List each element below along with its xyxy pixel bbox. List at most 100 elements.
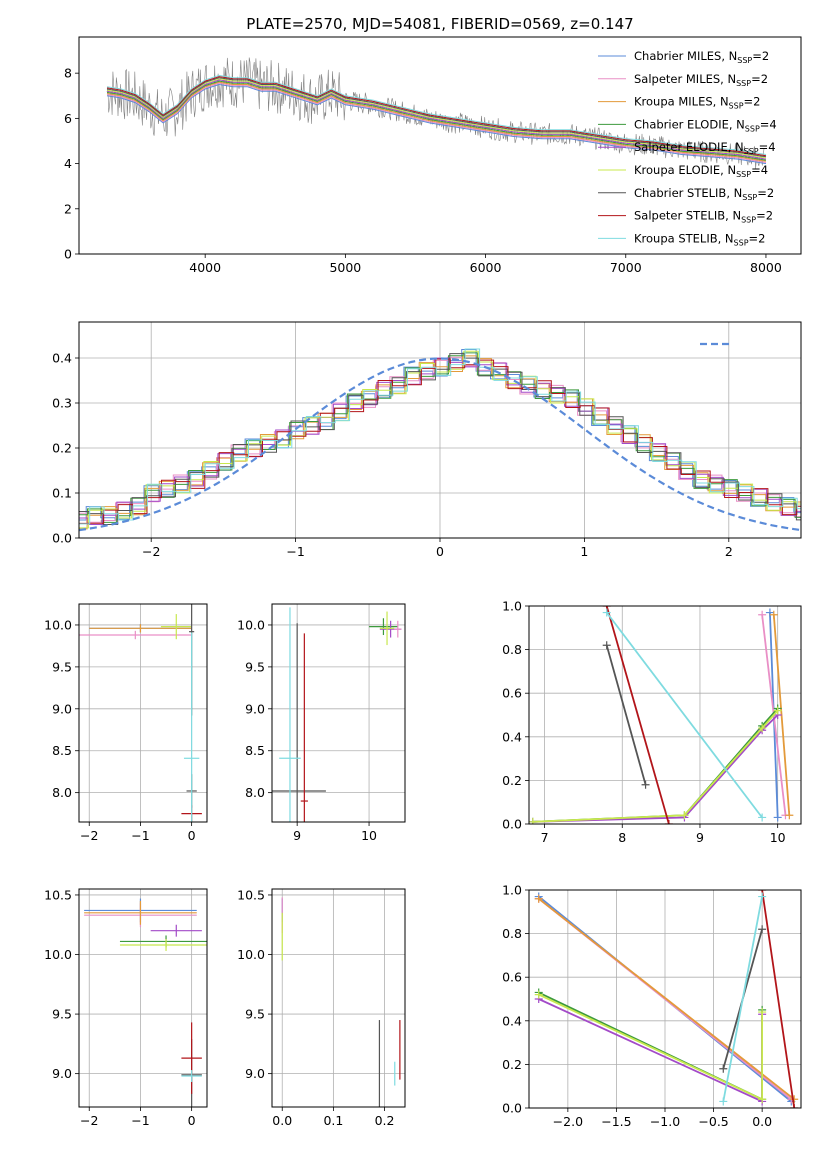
y-tick-label: 10.0 bbox=[237, 617, 265, 632]
mass-weight-line bbox=[532, 714, 779, 823]
x-tick-label: 5000 bbox=[329, 260, 361, 275]
plus-marker bbox=[790, 1104, 799, 1108]
y-tick-label: 1.0 bbox=[502, 599, 522, 614]
x-tick-label: −1 bbox=[131, 828, 149, 843]
histogram-step-line bbox=[79, 352, 801, 523]
x-tick-label: 4000 bbox=[189, 260, 221, 275]
y-tick-label: 9.5 bbox=[52, 1007, 72, 1022]
error-bar-point bbox=[150, 924, 202, 937]
legend-label: Kroupa ELODIE, NSSP=4 bbox=[634, 163, 768, 179]
y-tick-label: 4 bbox=[64, 156, 72, 171]
x-tick-label: −2 bbox=[80, 1113, 98, 1128]
error-bar-point bbox=[119, 939, 207, 951]
mass-weight-line bbox=[761, 890, 796, 1108]
legend-label-subscript: SSP bbox=[736, 170, 751, 179]
x-tick-label: 0 bbox=[188, 828, 196, 843]
error-bar-point bbox=[183, 632, 200, 822]
error-bar-point bbox=[379, 611, 395, 646]
y-tick-label: 6 bbox=[64, 111, 72, 126]
legend-label: Kroupa MILES, NSSP=2 bbox=[634, 95, 760, 111]
axes-frame bbox=[78, 603, 208, 823]
x-tick-label: 10 bbox=[361, 828, 377, 843]
legend-label-subscript: SSP bbox=[729, 102, 744, 111]
x-tick-label: 0.2 bbox=[375, 1113, 395, 1128]
x-tick-label: −2 bbox=[80, 828, 98, 843]
panel-mass-vs-EBV: 0.0 0.1 0.2 9.0 9.5 10.0 10.5 bbox=[237, 887, 406, 1128]
error-bar-point bbox=[181, 1022, 202, 1094]
panel-spectrum: 4000 5000 6000 7000 8000 0 2 4 6 8 Chabrier MILES,… bbox=[64, 36, 802, 275]
histogram-step-line bbox=[79, 349, 801, 521]
panel-massweight-vs-age: 7 8 9 10 0.0 0.2 0.4 0.6 0.8 1.0 bbox=[502, 599, 802, 845]
y-tick-label: 0.0 bbox=[502, 817, 522, 832]
error-bar-point bbox=[300, 633, 308, 822]
y-tick-label: 8.5 bbox=[52, 743, 72, 758]
legend-label-text: Salpeter MILES, N bbox=[634, 72, 736, 86]
plot-area bbox=[281, 897, 401, 1107]
error-bar-point bbox=[160, 614, 192, 640]
plus-marker bbox=[719, 1097, 728, 1106]
y-tick-label: 0 bbox=[64, 247, 72, 262]
axes-frame bbox=[78, 888, 208, 1108]
x-tick-label: 1 bbox=[580, 544, 588, 559]
legend-label-text: Chabrier STELIB, N bbox=[634, 186, 742, 200]
legend-label-text: Salpeter ELODIE, N bbox=[634, 140, 744, 154]
legend-label-subscript: SSP bbox=[734, 238, 749, 247]
legend-label-subscript: SSP bbox=[741, 216, 756, 225]
y-tick-label: 0.3 bbox=[52, 396, 72, 411]
y-tick-label: 0.6 bbox=[502, 970, 522, 985]
model-line bbox=[106, 76, 767, 157]
plot-area bbox=[79, 348, 801, 532]
plus-marker bbox=[773, 706, 782, 715]
y-tick-label: 10.0 bbox=[44, 617, 72, 632]
plus-marker bbox=[641, 780, 650, 789]
plus-marker bbox=[758, 724, 767, 733]
plus-marker bbox=[773, 813, 782, 822]
plus-marker bbox=[785, 811, 794, 820]
error-bar-point bbox=[369, 618, 398, 636]
mass-weight-line bbox=[532, 710, 779, 823]
x-tick-label: 7 bbox=[541, 830, 549, 845]
plus-marker bbox=[758, 925, 767, 934]
plus-marker bbox=[529, 817, 537, 824]
panel-residuals: −2 −1 0 1 2 0.0 0.1 0.2 0.3 0.4 bbox=[52, 321, 802, 559]
y-tick-label: 9.5 bbox=[245, 1007, 265, 1022]
x-tick-label: −2.0 bbox=[553, 1114, 583, 1129]
error-bar-point bbox=[181, 1070, 202, 1082]
histogram-step-line bbox=[79, 357, 801, 525]
histogram-step-line bbox=[79, 353, 801, 525]
y-tick-label: 10.0 bbox=[237, 947, 265, 962]
y-tick-label: 9.5 bbox=[245, 659, 265, 674]
mass-weight-line bbox=[605, 644, 647, 786]
y-tick-label: 0.2 bbox=[502, 1057, 522, 1072]
error-bar-point bbox=[279, 607, 301, 822]
panel-massweight-vs-Z: −2.0 −1.5 −1.0 −0.5 0.0 0.0 0.2 0.4 0.6 0.8 1.0 bbox=[502, 883, 802, 1129]
x-tick-label: 9 bbox=[696, 830, 704, 845]
y-tick-label: 9.0 bbox=[52, 1066, 72, 1081]
y-tick-label: 9.0 bbox=[245, 701, 265, 716]
mass-weight-line bbox=[532, 707, 779, 823]
y-tick-label: 1.0 bbox=[502, 883, 522, 898]
panel-age-vs-Z: −2 −1 0 8.0 8.5 9.0 9.5 10.0 bbox=[44, 603, 208, 843]
plot-area bbox=[79, 604, 202, 822]
y-tick-label: 8.0 bbox=[245, 785, 265, 800]
y-tick-label: 8.0 bbox=[52, 785, 72, 800]
legend-label-subscript: SSP bbox=[737, 56, 752, 65]
legend-label-subscript: SSP bbox=[736, 79, 751, 88]
x-tick-label: −2 bbox=[142, 544, 160, 559]
x-tick-label: 8 bbox=[618, 830, 626, 845]
y-tick-label: 0.6 bbox=[502, 686, 522, 701]
x-tick-label: 0 bbox=[188, 1113, 196, 1128]
y-tick-label: 0.1 bbox=[52, 486, 72, 501]
x-tick-label: −0.5 bbox=[698, 1114, 728, 1129]
y-tick-label: 10.5 bbox=[237, 887, 265, 902]
plus-marker bbox=[758, 1095, 767, 1104]
y-tick-label: 0.0 bbox=[52, 531, 72, 546]
plot-area bbox=[534, 890, 799, 1108]
model-line bbox=[106, 80, 767, 161]
x-tick-label: −1 bbox=[131, 1113, 149, 1128]
error-bar-point bbox=[89, 624, 192, 633]
legend-label-suffix: =4 bbox=[760, 117, 777, 131]
error-bar-point bbox=[394, 620, 402, 638]
